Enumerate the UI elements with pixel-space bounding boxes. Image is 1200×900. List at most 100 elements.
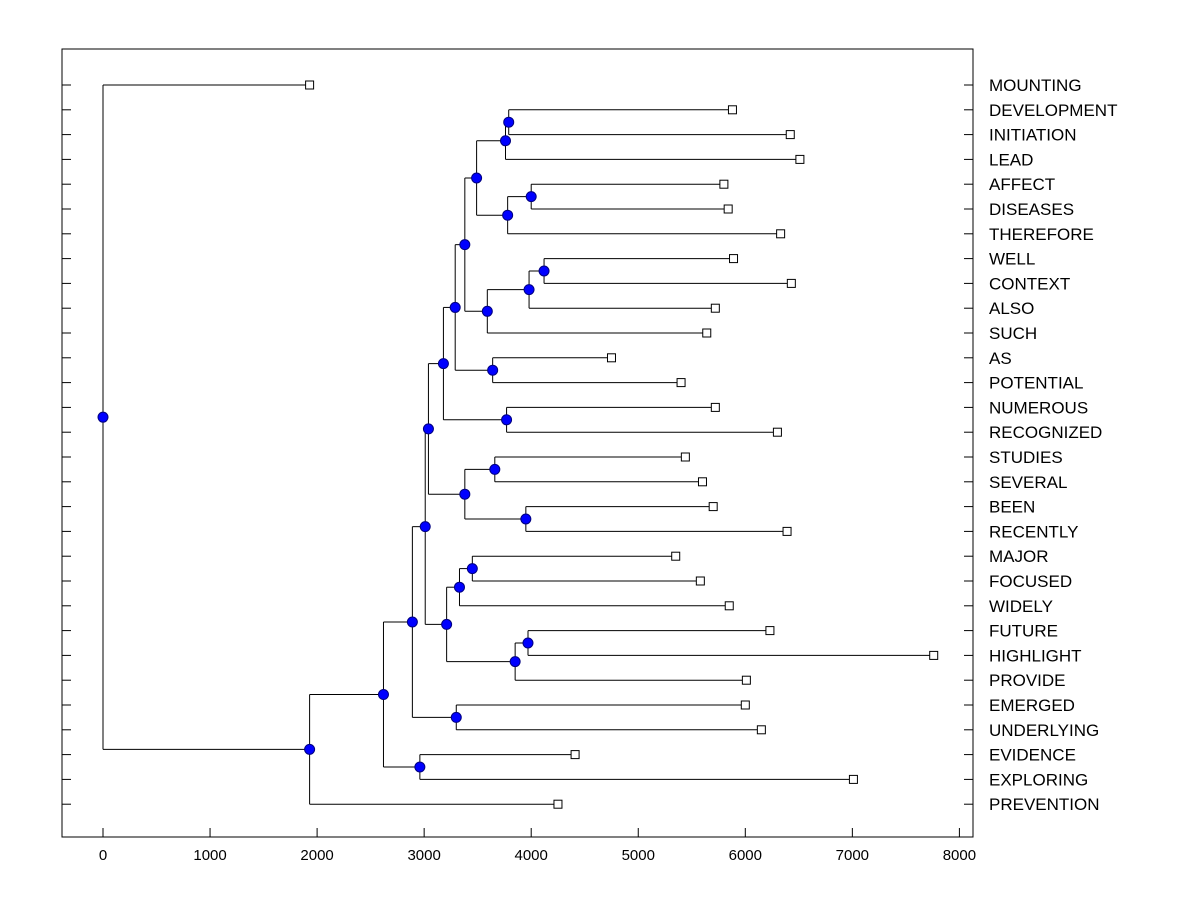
leaf-label-potential: POTENTIAL (989, 374, 1083, 393)
leaf-marker-as (606, 353, 616, 363)
leaf-label-recently: RECENTLY (989, 522, 1078, 541)
merge-node-n7 (523, 284, 535, 296)
leaf-marker-been (708, 502, 718, 512)
merge-node-n6 (538, 265, 550, 277)
leaf-marker-also (710, 303, 720, 313)
leaf-marker-recognized (772, 427, 782, 437)
merge-node-n13 (437, 358, 449, 370)
merge-node-n26 (414, 761, 426, 773)
leaf-marker-therefore (776, 229, 786, 239)
merge-node-n21 (509, 656, 521, 668)
merge-node-n3 (525, 191, 537, 203)
leaf-label-affect: AFFECT (989, 175, 1055, 194)
merge-node-n25 (406, 616, 418, 628)
merge-node-n15 (520, 513, 532, 525)
merge-node-n4 (502, 209, 514, 221)
leaf-label-mounting: MOUNTING (989, 76, 1082, 95)
leaf-marker-emerged (740, 700, 750, 710)
leaf-marker-underlying (756, 725, 766, 735)
leaf-label-studies: STUDIES (989, 448, 1063, 467)
leaf-label-future: FUTURE (989, 622, 1058, 641)
merge-node-n18 (466, 563, 478, 575)
leaf-marker-major (671, 551, 681, 561)
leaf-marker-lead (795, 154, 805, 164)
merge-node-n5 (471, 172, 483, 184)
merge-node-n14 (489, 463, 501, 475)
leaf-label-underlying: UNDERLYING (989, 721, 1099, 740)
merge-node-n10 (487, 364, 499, 376)
plot-frame (61, 48, 974, 838)
leaf-marker-numerous (710, 402, 720, 412)
leaf-marker-several (697, 477, 707, 487)
leaf-label-such: SUCH (989, 324, 1037, 343)
merge-node-n29 (97, 411, 109, 423)
leaf-marker-mounting (305, 80, 315, 90)
leaf-marker-such (702, 328, 712, 338)
merge-node-n24 (450, 711, 462, 723)
leaf-label-diseases: DISEASES (989, 200, 1074, 219)
leaf-label-therefore: THEREFORE (989, 225, 1094, 244)
merge-node-n28 (304, 743, 316, 755)
merge-node-n12 (501, 414, 513, 426)
leaf-label-exploring: EXPLORING (989, 770, 1088, 789)
merge-node-n2 (500, 135, 512, 147)
y-ticks (62, 84, 973, 805)
x-tick-label: 2000 (300, 847, 333, 864)
leaf-label-lead: LEAD (989, 150, 1033, 169)
leaf-marker-recently (782, 526, 792, 536)
leaf-label-provide: PROVIDE (989, 671, 1066, 690)
leaf-label-as: AS (989, 349, 1012, 368)
leaf-label-also: ALSO (989, 299, 1034, 318)
x-tick-label: 1000 (193, 847, 226, 864)
merge-node-n9 (459, 239, 471, 251)
leaf-marker-widely (724, 601, 734, 611)
merge-node-n11 (449, 301, 461, 313)
x-tick-label: 4000 (515, 847, 548, 864)
leaf-marker-highlight (929, 650, 939, 660)
leaf-marker-affect (719, 179, 729, 189)
leaf-marker-potential (676, 378, 686, 388)
leaf-label-evidence: EVIDENCE (989, 746, 1076, 765)
leaf-markers (305, 80, 939, 809)
merge-node-n22 (441, 618, 453, 630)
merge-node-n23 (419, 521, 431, 533)
leaf-label-highlight: HIGHLIGHT (989, 646, 1082, 665)
x-tick-label: 8000 (943, 847, 976, 864)
merge-nodes (97, 116, 550, 773)
leaf-marker-focused (695, 576, 705, 586)
leaf-marker-initiation (785, 130, 795, 140)
leaf-label-well: WELL (989, 250, 1035, 269)
leaf-label-several: SEVERAL (989, 473, 1067, 492)
leaf-label-development: DEVELOPMENT (989, 101, 1117, 120)
leaf-label-emerged: EMERGED (989, 696, 1075, 715)
leaf-marker-studies (680, 452, 690, 462)
merge-node-n16 (459, 488, 471, 500)
leaf-labels: MOUNTING DEVELOPMENT INITIATION LEAD AFFECT D… (989, 76, 1117, 814)
leaf-label-prevention: PREVENTION (989, 795, 1100, 814)
leaf-label-major: MAJOR (989, 547, 1049, 566)
leaf-marker-context (786, 278, 796, 288)
leaf-label-initiation: INITIATION (989, 126, 1077, 145)
leaf-label-been: BEEN (989, 498, 1035, 517)
leaf-label-widely: WIDELY (989, 597, 1053, 616)
branches (102, 84, 934, 805)
leaf-marker-development (727, 105, 737, 115)
merge-node-n1 (503, 116, 515, 128)
x-ticks (102, 828, 960, 837)
x-tick-label: 0 (99, 847, 107, 864)
merge-node-n8 (481, 305, 493, 317)
leaf-marker-prevention (553, 799, 563, 809)
leaf-label-focused: FOCUSED (989, 572, 1072, 591)
leaf-label-context: CONTEXT (989, 274, 1070, 293)
leaf-marker-evidence (570, 750, 580, 760)
merge-node-n20 (522, 637, 534, 649)
leaf-label-recognized: RECOGNIZED (989, 423, 1102, 442)
leaf-label-numerous: NUMEROUS (989, 398, 1088, 417)
leaf-marker-provide (741, 675, 751, 685)
merge-node-n17 (422, 423, 434, 435)
leaf-marker-well (729, 254, 739, 264)
leaf-marker-future (765, 626, 775, 636)
x-tick-label: 7000 (836, 847, 869, 864)
x-tick-label: 6000 (729, 847, 762, 864)
